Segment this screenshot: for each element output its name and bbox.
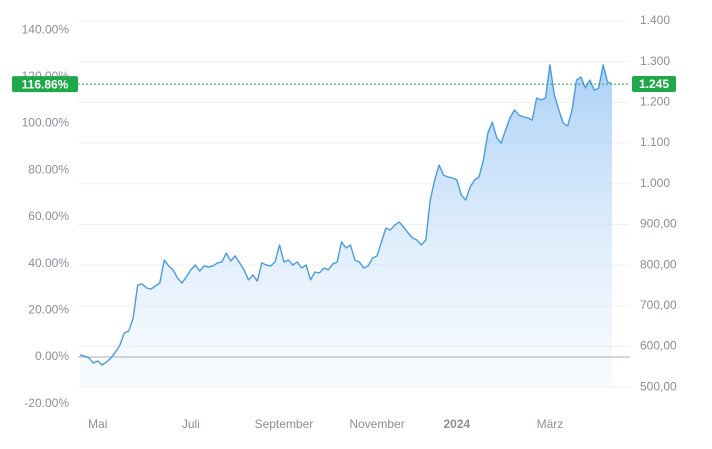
current-percent-label: 116.86% [22, 77, 69, 91]
x-tick-label: März [537, 417, 564, 431]
y2-tick-label: 700,00 [640, 298, 677, 312]
current-price-label: 1.245 [639, 77, 669, 91]
current-percent-box [12, 76, 78, 93]
line [79, 64, 613, 366]
current-price-box [632, 76, 676, 93]
x-tick-label: November [349, 417, 404, 431]
y2-tick-label: 1.300 [640, 54, 670, 68]
y-tick-label: -20.00% [24, 396, 69, 410]
y2-tick-label: 500,00 [640, 379, 677, 393]
y-tick-label: 80.00% [28, 162, 69, 176]
y2-tick-label: 1.400 [640, 13, 670, 27]
y2-tick-label: 1.100 [640, 135, 670, 149]
y-tick-label: 140.00% [22, 22, 70, 36]
y-tick-label: 100.00% [22, 116, 70, 130]
y-tick-label: 0.00% [35, 349, 69, 363]
y2-tick-label: 1.200 [640, 95, 670, 109]
y2-tick-label: 900,00 [640, 217, 677, 231]
x-tick-label: September [255, 417, 314, 431]
x-tick-label: Juli [182, 417, 200, 431]
y-tick-label: 40.00% [28, 256, 69, 270]
area [80, 64, 612, 388]
y-tick-label: 20.00% [28, 302, 69, 316]
y2-tick-label: 1.000 [640, 176, 670, 190]
x-tick-label: 2024 [443, 417, 470, 431]
y2-tick-label: 600,00 [640, 339, 677, 353]
y2-tick-label: 800,00 [640, 257, 677, 271]
x-tick-label: Mai [88, 417, 107, 431]
y-tick-label: 60.00% [28, 209, 69, 223]
